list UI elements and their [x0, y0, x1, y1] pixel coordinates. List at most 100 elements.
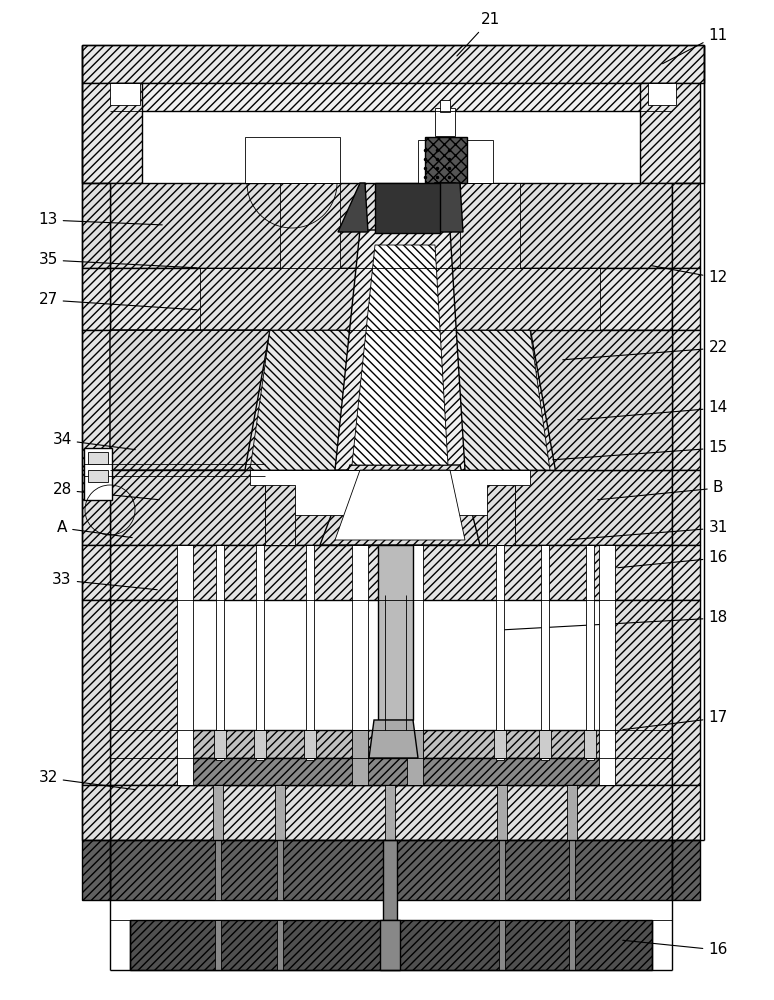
Polygon shape [245, 137, 340, 183]
Bar [254, 730, 266, 758]
Bar [88, 452, 108, 464]
Text: A: A [57, 520, 132, 538]
Bar [110, 83, 140, 105]
Bar [180, 730, 602, 758]
Bar [84, 448, 112, 500]
Text: 13: 13 [38, 213, 163, 228]
Bar [435, 108, 455, 136]
Bar [567, 785, 577, 840]
Bar [380, 920, 400, 970]
Bar [110, 840, 672, 900]
Polygon shape [430, 183, 463, 232]
Polygon shape [410, 183, 600, 330]
Bar [180, 758, 602, 785]
Bar [82, 600, 110, 785]
Polygon shape [250, 470, 530, 545]
Bar [541, 545, 549, 760]
Bar [539, 730, 551, 758]
Text: 16: 16 [623, 940, 728, 958]
Text: 12: 12 [651, 266, 728, 286]
Bar [487, 485, 515, 545]
Bar [256, 545, 264, 760]
Text: 14: 14 [577, 400, 728, 420]
Bar [569, 920, 575, 970]
Text: 32: 32 [38, 770, 135, 790]
Bar [425, 137, 467, 183]
Bar [387, 920, 393, 970]
Text: 11: 11 [663, 27, 728, 64]
Bar [640, 83, 700, 183]
Bar [499, 920, 505, 970]
Bar [672, 183, 700, 268]
Bar [499, 840, 505, 900]
Bar [82, 183, 110, 268]
Bar [497, 785, 507, 840]
Bar [88, 470, 108, 482]
Text: 22: 22 [563, 340, 728, 360]
Bar [110, 83, 676, 111]
Text: 16: 16 [618, 550, 728, 568]
Bar [584, 730, 596, 758]
Bar [275, 785, 285, 840]
Bar [82, 470, 110, 545]
Text: 31: 31 [568, 520, 728, 540]
Bar [672, 470, 700, 545]
Bar [407, 730, 423, 785]
Bar [672, 545, 700, 600]
Polygon shape [369, 720, 418, 758]
Text: 21: 21 [457, 12, 500, 56]
Bar [110, 330, 672, 470]
Bar [387, 840, 393, 900]
Bar [216, 545, 224, 760]
Bar [110, 600, 180, 785]
Text: 35: 35 [38, 252, 197, 268]
Text: 28: 28 [53, 483, 159, 500]
Bar [130, 920, 652, 970]
Polygon shape [410, 330, 550, 470]
Bar [494, 730, 506, 758]
Bar [418, 140, 493, 183]
Text: 17: 17 [623, 710, 728, 730]
Polygon shape [338, 183, 368, 232]
Bar [82, 45, 704, 83]
Bar [378, 545, 413, 720]
Bar [672, 785, 700, 840]
Polygon shape [335, 230, 465, 470]
Polygon shape [352, 245, 448, 465]
Bar [215, 840, 221, 900]
Polygon shape [250, 330, 380, 470]
Polygon shape [430, 183, 460, 230]
Bar [586, 545, 594, 760]
Bar [304, 730, 316, 758]
Bar [375, 183, 440, 233]
Bar [82, 330, 110, 470]
Bar [110, 470, 672, 545]
Bar [82, 840, 110, 900]
Bar [265, 485, 295, 545]
Bar [602, 600, 672, 785]
Polygon shape [200, 183, 380, 330]
Bar [383, 840, 397, 920]
Text: B: B [598, 481, 723, 500]
Polygon shape [335, 470, 465, 540]
Bar [407, 545, 423, 760]
Bar [82, 83, 142, 183]
Bar [672, 600, 700, 785]
Text: 33: 33 [53, 572, 157, 590]
Bar [306, 545, 314, 760]
Bar [214, 730, 226, 758]
Polygon shape [110, 330, 270, 470]
Bar [385, 785, 395, 840]
Text: 34: 34 [53, 432, 135, 450]
Bar [277, 840, 283, 900]
Bar [110, 268, 672, 330]
Text: 27: 27 [39, 292, 197, 310]
Bar [110, 183, 672, 268]
Bar [352, 545, 368, 760]
Bar [213, 785, 223, 840]
Bar [215, 920, 221, 970]
Bar [672, 268, 700, 330]
Polygon shape [320, 465, 480, 545]
Bar [440, 100, 450, 112]
Bar [177, 545, 193, 785]
